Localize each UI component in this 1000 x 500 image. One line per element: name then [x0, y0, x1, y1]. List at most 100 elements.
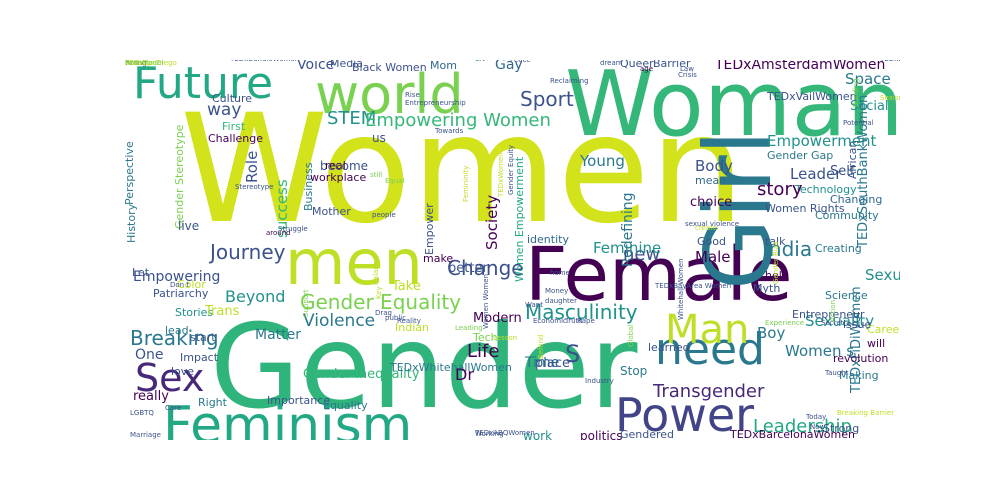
cloud-word: Feminine [593, 239, 662, 257]
cloud-word: Media [330, 60, 364, 70]
cloud-word: Gender Bias [772, 241, 780, 284]
cloud-word: Violence [303, 311, 376, 331]
cloud-word: help [765, 269, 789, 282]
cloud-word: Challenge [208, 132, 263, 145]
cloud-word: Power [615, 388, 755, 440]
cloud-word: people [372, 211, 396, 219]
cloud-word: home [550, 269, 570, 277]
cloud-word: Body [695, 157, 733, 175]
cloud-word: better [448, 261, 488, 276]
cloud-word: Potential [843, 119, 874, 127]
cloud-word: TEDxAmsterdamWomen [715, 60, 886, 73]
cloud-word: Color [177, 278, 206, 291]
cloud-word: Entrepreneurship [405, 99, 466, 107]
cloud-word: Technology [795, 183, 857, 196]
cloud-word: Matter [255, 327, 302, 343]
cloud-word: Law [680, 65, 694, 73]
cloud-word: African [846, 140, 859, 179]
cloud-word: TEDxWhitehallWomen [390, 361, 512, 374]
cloud-word: live [178, 219, 200, 233]
cloud-word: Patriarchy [153, 287, 209, 300]
cloud-word: Queer [620, 60, 654, 70]
cloud-word: Women s [785, 342, 855, 360]
cloud-word: Femininity [462, 165, 470, 202]
cloud-word: Beyond [225, 287, 286, 306]
cloud-word: Truth [565, 317, 583, 325]
cloud-word: Breaking [130, 326, 219, 350]
cloud-word: Role Model [125, 60, 164, 67]
cloud-word: Perspective [125, 141, 136, 205]
cloud-word: TEDxBelfastWomen [880, 60, 900, 63]
cloud-word: Equality [323, 399, 368, 412]
cloud-word: Drag [375, 309, 393, 317]
cloud-word: Reclaiming [550, 77, 589, 85]
cloud-word: Changing [830, 193, 883, 206]
cloud-word: Global [627, 324, 635, 347]
cloud-word: identity [527, 233, 569, 246]
cloud-word: Struggle [278, 225, 308, 233]
cloud-word: work [523, 429, 553, 440]
cloud-word: Empowering Women [365, 110, 551, 131]
cloud-word: Feminism [163, 396, 413, 440]
cloud-word: Don t [170, 281, 190, 289]
cloud-word: Key [375, 286, 383, 299]
cloud-word: choice [690, 195, 733, 210]
cloud-word: India [763, 237, 813, 261]
cloud-word: Sexual [865, 266, 900, 284]
cloud-word: Transgender [653, 381, 765, 402]
cloud-word: Leader [790, 165, 842, 183]
word-cloud: Women Gender Woman Female Girl men world Future… [125, 60, 900, 440]
cloud-word: TEDxABQWomen [475, 429, 535, 437]
cloud-word: Masculinity [525, 300, 638, 324]
cloud-word: TEDxSanDiego [125, 60, 177, 67]
cloud-word: TEDxVailWomen [767, 90, 857, 103]
cloud-word: Rape [577, 317, 595, 325]
cloud-word: Barrier [653, 60, 691, 70]
cloud-word: Industry [585, 377, 614, 385]
cloud-word: Crisis [678, 71, 697, 79]
cloud-word: Action [829, 300, 837, 322]
cloud-word: around [266, 229, 291, 237]
cloud-word: talk [765, 235, 786, 248]
cloud-word: Stories [175, 306, 214, 319]
cloud-word: Lesson [493, 334, 518, 342]
cloud-word: Behind [537, 334, 545, 359]
cloud-word: Culture [212, 92, 253, 105]
cloud-word: Making [839, 369, 879, 382]
cloud-word: Money [545, 287, 569, 295]
cloud-word: Building [852, 78, 860, 107]
cloud-word: men [285, 226, 423, 299]
cloud-word: Gay [495, 60, 523, 73]
cloud-word: Self [830, 164, 855, 179]
cloud-word: Today [806, 413, 827, 421]
cloud-word: Working [475, 430, 504, 438]
cloud-word: LGBTQ [130, 409, 154, 417]
cloud-word: Business [302, 162, 315, 211]
cloud-word: Taught [825, 369, 849, 377]
cloud-word: Take [392, 279, 421, 294]
cloud-word: Impact [180, 351, 219, 364]
cloud-word: Role [243, 150, 261, 183]
cloud-word: TEDxBuffaloWomen [230, 60, 299, 63]
cloud-word: public [385, 314, 407, 322]
cloud-word: Sex [135, 356, 205, 400]
cloud-word: place [535, 356, 570, 371]
cloud-word: mean [695, 174, 727, 187]
cloud-word: wrong [125, 60, 147, 67]
cloud-word: create [695, 224, 718, 232]
cloud-word: Equal [385, 177, 405, 185]
cloud-word: Right [198, 396, 227, 409]
cloud-word: Stop [620, 364, 648, 378]
cloud-word: TEDxBayArea Women [655, 282, 732, 290]
cloud-word: TEDxBarcelonaWomen [730, 428, 855, 440]
cloud-word: sexual violence [685, 220, 740, 228]
cloud-word: Career [867, 323, 900, 336]
cloud-word: Modern [473, 311, 522, 326]
cloud-word: lead [165, 324, 189, 337]
cloud-word: Female [525, 232, 793, 318]
cloud-word: Gender Equity [507, 144, 515, 195]
cloud-word: revolution [833, 352, 889, 365]
cloud-word: workplace [310, 171, 367, 184]
cloud-word: Experience [765, 319, 805, 327]
cloud-word: Science [825, 289, 868, 302]
